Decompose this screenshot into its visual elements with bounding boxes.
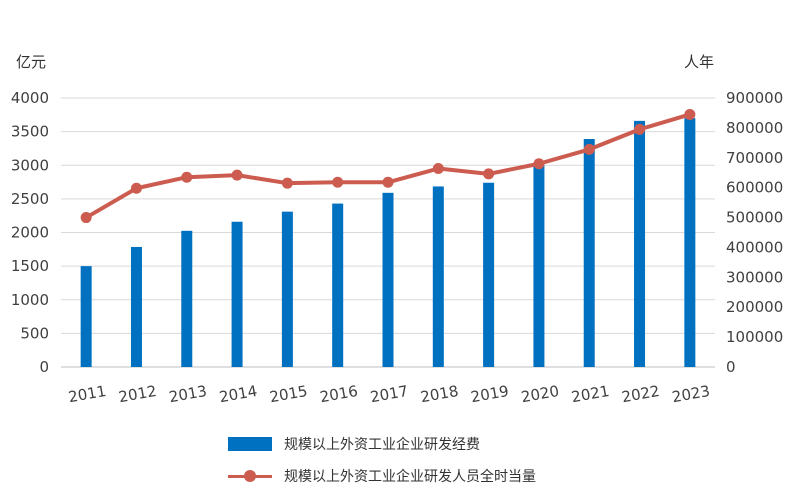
left-tick-label: 2500 — [11, 190, 49, 208]
left-tick-label: 500 — [20, 324, 49, 342]
left-tick-label: 2000 — [11, 224, 49, 242]
bar — [533, 165, 545, 367]
x-tick-label: 2015 — [268, 382, 309, 406]
right-tick-label: 500000 — [726, 209, 783, 227]
line-point — [281, 177, 293, 189]
left-axis-unit: 亿元 — [16, 53, 46, 71]
bar — [382, 192, 394, 367]
x-tick-label: 2019 — [469, 382, 510, 406]
bar — [583, 139, 595, 367]
bar — [634, 120, 646, 368]
bar — [281, 211, 293, 367]
left-tick-label: 1500 — [11, 257, 49, 275]
line-point — [181, 171, 193, 183]
line-point — [432, 163, 444, 175]
x-tick-label: 2020 — [520, 382, 561, 406]
bar — [130, 246, 142, 367]
line-point — [483, 168, 495, 180]
x-tick-label: 2011 — [67, 382, 108, 406]
legend-bar-swatch — [228, 437, 272, 451]
x-tick-label: 2021 — [570, 382, 611, 406]
left-tick-label: 0 — [39, 358, 49, 376]
bar — [80, 266, 92, 367]
right-tick-label: 600000 — [726, 179, 783, 197]
line-point — [80, 212, 92, 224]
x-tick-label: 2023 — [671, 382, 712, 406]
chart: 0 500 1000 1500 2000 2500 3000 3500 4000 0 100000… — [11, 53, 783, 406]
left-tick-label: 4000 — [11, 89, 49, 107]
line-point — [533, 158, 545, 170]
line-point — [231, 169, 243, 181]
bar — [231, 221, 243, 367]
right-axis-ticks: 0 100000 200000 300000 400000 500000 600000 700… — [726, 89, 783, 376]
line-point — [684, 108, 696, 120]
bar-series — [80, 118, 696, 368]
x-axis-ticks: 2011 2012 2013 2014 2015 2016 2017 2018 2019 2020… — [67, 382, 711, 406]
right-tick-label: 300000 — [726, 268, 783, 286]
right-tick-label: 700000 — [726, 149, 783, 167]
bar — [332, 203, 344, 367]
left-tick-label: 1000 — [11, 291, 49, 309]
line-point — [634, 123, 646, 135]
bar — [483, 182, 495, 367]
bar — [684, 118, 696, 367]
legend: 规模以上外资工业企业研发经费 规模以上外资工业企业研发人员全时当量 — [228, 432, 536, 496]
line-point — [332, 176, 344, 188]
x-tick-label: 2018 — [419, 382, 460, 406]
legend-item-bar: 规模以上外资工业企业研发经费 — [228, 432, 536, 456]
legend-line-swatch — [228, 469, 272, 483]
right-tick-label: 900000 — [726, 89, 783, 107]
bar — [432, 186, 444, 367]
right-tick-label: 800000 — [726, 119, 783, 137]
bar — [181, 230, 193, 367]
x-tick-label: 2017 — [369, 382, 410, 406]
right-tick-label: 100000 — [726, 328, 783, 346]
legend-line-label: 规模以上外资工业企业研发人员全时当量 — [284, 469, 536, 485]
x-tick-label: 2014 — [218, 382, 259, 406]
right-tick-label: 0 — [726, 358, 736, 376]
legend-item-line: 规模以上外资工业企业研发人员全时当量 — [228, 464, 536, 488]
left-axis-ticks: 0 500 1000 1500 2000 2500 3000 3500 4000 — [11, 89, 49, 376]
legend-bar-label: 规模以上外资工业企业研发经费 — [284, 437, 480, 453]
line-series — [80, 108, 696, 224]
line-point — [382, 176, 394, 188]
x-tick-label: 2016 — [318, 382, 359, 406]
line-point — [130, 182, 142, 194]
line-point — [583, 143, 595, 155]
right-axis-unit: 人年 — [684, 53, 714, 71]
right-tick-label: 400000 — [726, 238, 783, 256]
x-tick-label: 2013 — [168, 382, 209, 406]
left-tick-label: 3500 — [11, 123, 49, 141]
right-tick-label: 200000 — [726, 298, 783, 316]
left-tick-label: 3000 — [11, 156, 49, 174]
x-tick-label: 2012 — [117, 382, 158, 406]
x-tick-label: 2022 — [620, 382, 661, 406]
